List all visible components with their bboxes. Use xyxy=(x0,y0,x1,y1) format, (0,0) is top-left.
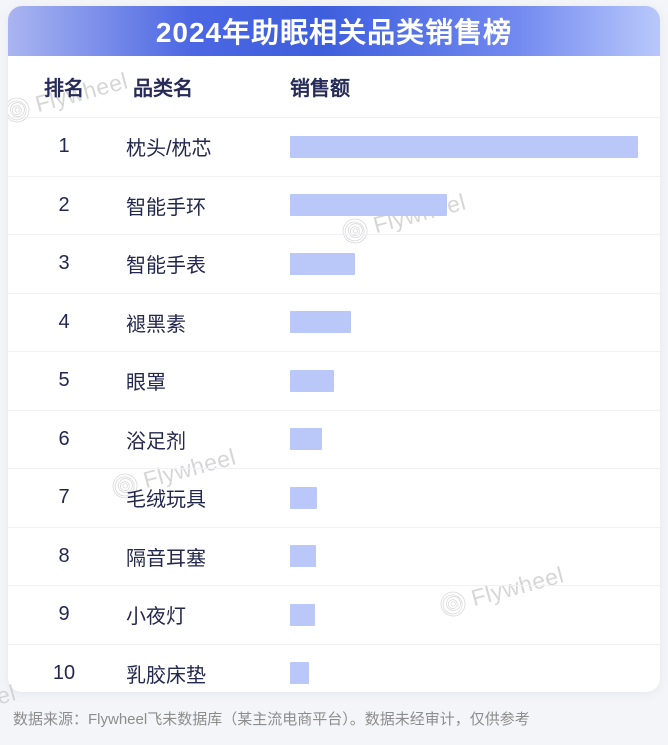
category-cell: 眼罩 xyxy=(126,372,166,395)
table-row: 3 智能手表 xyxy=(8,235,660,294)
sales-bar-cell xyxy=(290,603,660,626)
sales-bar xyxy=(290,428,322,451)
sales-bar-cell xyxy=(290,311,660,334)
table-row: 5 眼罩 xyxy=(8,352,660,411)
sales-bar xyxy=(290,662,309,685)
category-cell: 褪黑素 xyxy=(126,313,186,336)
table-row: 1 枕头/枕芯 xyxy=(8,118,660,177)
sales-bar-cell xyxy=(290,662,660,685)
sales-bar xyxy=(290,135,638,158)
table-row: 8 隔音耳塞 xyxy=(8,528,660,586)
category-cell: 毛绒玩具 xyxy=(126,489,206,512)
category-cell: 浴足剂 xyxy=(126,430,186,453)
sales-bar-cell xyxy=(290,428,660,451)
table-row: 6 浴足剂 xyxy=(8,411,660,469)
ranking-card: 2024年助眠相关品类销售榜 排名 品类名 销售额 1 枕头/枕芯 2 智能手环… xyxy=(8,6,660,692)
table-header-row: 排名 品类名 销售额 xyxy=(8,56,660,118)
category-cell: 小夜灯 xyxy=(126,606,186,629)
sales-bar xyxy=(290,603,315,626)
sales-bar xyxy=(290,252,355,275)
rank-cell: 4 xyxy=(58,310,70,333)
page-title: 2024年助眠相关品类销售榜 xyxy=(155,17,513,48)
table-row: 10 乳胶床垫 xyxy=(8,645,660,693)
sales-bar-cell xyxy=(290,545,660,568)
table-row: 9 小夜灯 xyxy=(8,586,660,645)
category-cell: 智能手环 xyxy=(126,196,206,219)
sales-bar-cell xyxy=(290,252,660,275)
column-header-category: 品类名 xyxy=(133,78,193,100)
category-cell: 智能手表 xyxy=(126,255,206,278)
sales-bar-cell xyxy=(290,135,660,158)
rank-cell: 9 xyxy=(58,603,70,626)
card-header-band: 2024年助眠相关品类销售榜 xyxy=(8,6,660,56)
category-cell: 乳胶床垫 xyxy=(126,664,206,687)
sales-bar-cell xyxy=(290,486,660,509)
sales-bar-cell xyxy=(290,194,660,217)
source-note: 数据来源：Flywheel飞未数据库（某主流电商平台）。数据未经审计，仅供参考 xyxy=(13,692,661,745)
source-note-text: 数据来源：Flywheel飞未数据库（某主流电商平台）。数据未经审计，仅供参考 xyxy=(13,711,530,728)
table-body: 1 枕头/枕芯 2 智能手环 3 智能手表 4 褪黑素 5 眼罩 6 浴 xyxy=(8,118,660,692)
rank-cell: 10 xyxy=(52,661,76,684)
rank-cell: 1 xyxy=(58,135,70,158)
rank-cell: 6 xyxy=(58,427,70,450)
sales-bar-cell xyxy=(290,369,660,392)
sales-bar xyxy=(290,545,316,568)
rank-cell: 8 xyxy=(58,544,70,567)
category-cell: 隔音耳塞 xyxy=(126,547,206,570)
column-header-rank: 排名 xyxy=(44,78,84,100)
sales-bar xyxy=(290,369,334,392)
column-header-sales: 销售额 xyxy=(290,78,350,100)
rank-cell: 5 xyxy=(58,369,70,392)
rank-cell: 7 xyxy=(58,486,70,509)
sales-bar xyxy=(290,194,447,217)
table-row: 2 智能手环 xyxy=(8,177,660,235)
category-cell: 枕头/枕芯 xyxy=(126,138,212,161)
sales-bar xyxy=(290,311,351,334)
sales-bar xyxy=(290,486,317,509)
table-row: 7 毛绒玩具 xyxy=(8,469,660,528)
rank-cell: 3 xyxy=(58,252,70,275)
table-row: 4 褪黑素 xyxy=(8,294,660,352)
rank-cell: 2 xyxy=(58,193,70,216)
